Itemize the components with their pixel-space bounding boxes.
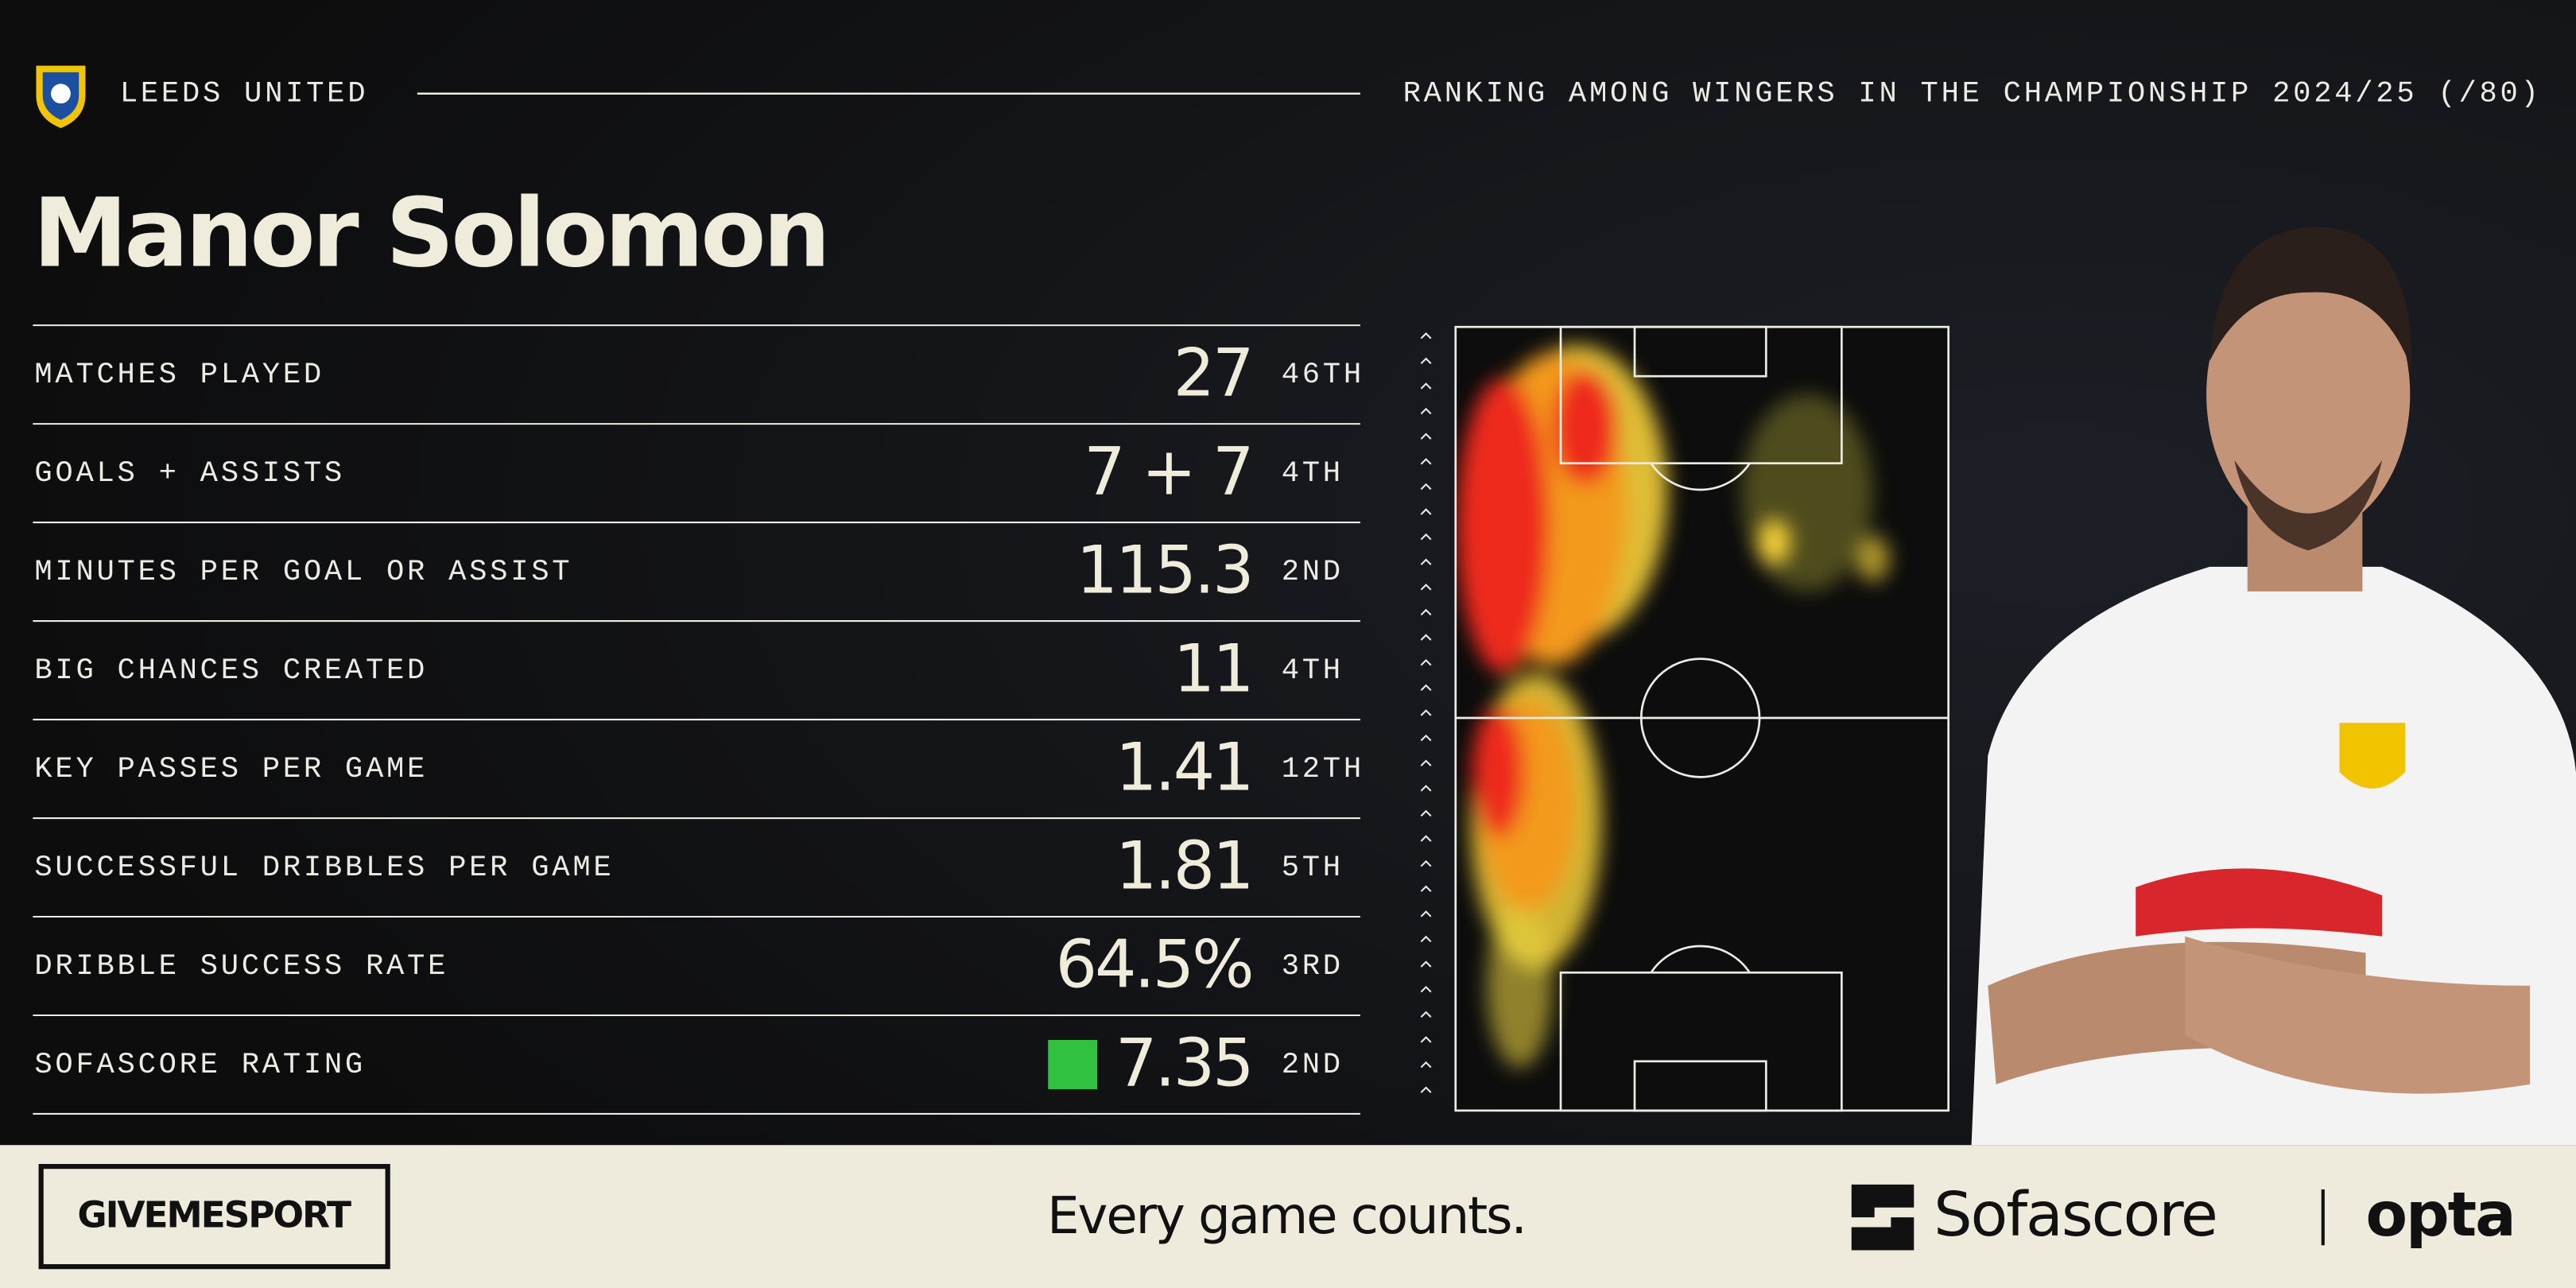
stat-value: 1.41 [1115, 730, 1252, 806]
stats-table: MATCHES PLAYED 27 46TH GOALS + ASSISTS 7 + 7… [33, 324, 1364, 1115]
brand: GIVEMESPORT [77, 1194, 351, 1236]
club-name: LEEDS UNITED [120, 78, 368, 111]
stat-value: 27 [1174, 336, 1252, 412]
stat-value: 1.81 [1115, 828, 1252, 905]
direction-arrow [1420, 835, 1432, 842]
direction-arrow [1420, 785, 1432, 792]
stat-value: 11 [1174, 631, 1252, 708]
direction-arrow [1420, 1036, 1432, 1043]
stat-rank: 2ND [1282, 1049, 1344, 1082]
direction-arrow [1420, 584, 1432, 591]
direction-arrow [1420, 382, 1432, 390]
direction-arrow [1420, 759, 1432, 766]
stat-rank: 5TH [1282, 852, 1344, 885]
provider: opta [2366, 1180, 2515, 1251]
stat-label: GOALS + ASSISTS [34, 457, 345, 491]
direction-arrow [1420, 809, 1432, 817]
stat-label: MATCHES PLAYED [34, 359, 324, 392]
stat-rank: 12TH [1282, 753, 1364, 786]
stat-rank: 3RD [1282, 950, 1344, 983]
tagline: Every game counts. [1047, 1187, 1526, 1246]
stat-rank: 46TH [1282, 359, 1364, 392]
direction-arrow [1420, 1011, 1432, 1018]
direction-arrow [1420, 859, 1432, 867]
direction-arrow [1420, 433, 1432, 440]
brand-box [38, 1163, 390, 1270]
stat-label: SOFASCORE RATING [34, 1049, 366, 1082]
ranking-note: RANKING AMONG WINGERS IN THE CHAMPIONSHI… [1403, 78, 2542, 111]
direction-arrow [1420, 458, 1432, 465]
direction-arrow [1420, 960, 1432, 968]
direction-arrow [1420, 910, 1432, 918]
direction-arrow [1420, 483, 1432, 491]
direction-arrow [1420, 533, 1432, 541]
stat-rank: 4TH [1282, 457, 1344, 491]
sofascore-logo [1851, 1184, 1915, 1251]
player-photo [1971, 227, 2576, 1146]
direction-arrow [1420, 558, 1432, 565]
direction-arrow [1420, 658, 1432, 666]
stat-label: BIG CHANCES CREATED [34, 654, 428, 688]
direction-arrow [1420, 734, 1432, 742]
direction-arrow [1420, 709, 1432, 716]
stat-value: 64.5% [1055, 927, 1251, 1003]
stat-label: MINUTES PER GOAL OR ASSIST [34, 556, 572, 589]
footer [0, 1145, 2576, 1288]
stat-value: 7.35 [1115, 1026, 1252, 1102]
stat-label: KEY PASSES PER GAME [34, 753, 428, 786]
club-badge [36, 65, 86, 129]
direction-arrow [1420, 1086, 1432, 1093]
partner: Sofascore [1934, 1180, 2217, 1251]
direction-arrow [1420, 684, 1432, 692]
stat-label: DRIBBLE SUCCESS RATE [34, 950, 448, 983]
direction-arrow [1420, 508, 1432, 515]
direction-arrow [1420, 885, 1432, 892]
direction-arrow [1420, 985, 1432, 993]
direction-arrow [1420, 1061, 1432, 1069]
stat-rank: 4TH [1282, 654, 1344, 688]
stat-label: SUCCESSFUL DRIBBLES PER GAME [34, 852, 614, 885]
heatmap [1420, 325, 1950, 1112]
stat-rank: 2ND [1282, 556, 1344, 589]
direction-arrow [1420, 357, 1432, 365]
direction-arrow [1420, 407, 1432, 415]
direction-arrow [1420, 634, 1432, 641]
direction-arrow [1420, 332, 1432, 339]
direction-arrow [1420, 935, 1432, 943]
rating-badge [1048, 1039, 1098, 1089]
player-name: Manor Solomon [33, 178, 827, 289]
stat-value: 115.3 [1076, 533, 1251, 609]
direction-arrow [1420, 608, 1432, 616]
stat-value: 7 + 7 [1084, 434, 1251, 510]
